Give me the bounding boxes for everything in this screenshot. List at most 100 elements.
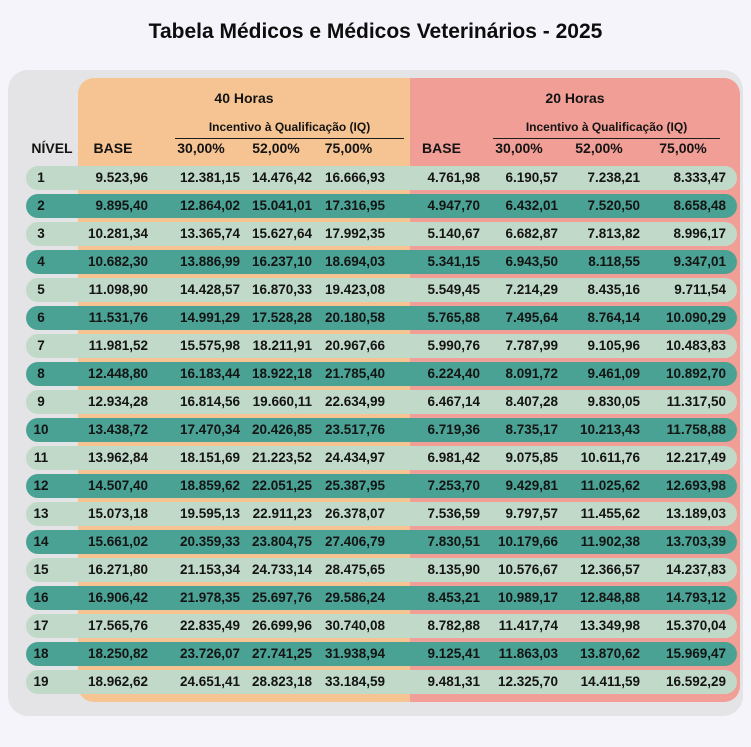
value-cell-iq75-20h: 10.483,83 (665, 338, 726, 353)
value-cell-iq30-40h: 15.575,98 (179, 338, 240, 353)
value-cell-base-20h: 8.782,88 (427, 618, 480, 633)
row-spacer (726, 446, 737, 470)
value-cell-iq75-20h: 8.333,47 (673, 170, 726, 185)
value-cell-iq30-20h: 10.576,67 (497, 562, 558, 577)
value-cell-iq30-20h: 7.495,64 (505, 310, 558, 325)
level-cell: 3 (37, 226, 45, 241)
table-row: 1 9.523,96 12.381,15 14.476,42 16.666,93… (26, 166, 737, 190)
value-cell-iq52-40h: 18.211,91 (252, 338, 312, 353)
header-30-20h: 30,00% (495, 140, 543, 156)
value-cell-base-40h: 16.271,80 (87, 562, 148, 577)
value-cell-iq30-40h: 22.835,49 (179, 618, 240, 633)
value-cell-iq30-40h: 19.595,13 (179, 506, 240, 521)
value-cell-iq75-40h: 27.406,79 (324, 534, 385, 549)
value-cell-base-40h: 11.098,90 (88, 282, 148, 297)
value-cell-iq52-20h: 10.611,76 (580, 450, 640, 465)
value-cell-iq52-40h: 19.660,11 (252, 394, 312, 409)
value-cell-iq52-20h: 11.455,62 (580, 506, 640, 521)
table-card: 40 Horas Incentivo à Qualificação (IQ) 2… (8, 70, 743, 716)
value-cell-iq52-20h: 9.461,09 (587, 366, 640, 381)
table-row: 5 11.098,90 14.428,57 16.870,33 19.423,0… (26, 278, 737, 302)
value-cell-iq30-40h: 13.886,99 (179, 254, 240, 269)
value-cell-base-40h: 11.981,52 (88, 338, 148, 353)
section-label-20h: 20 Horas (545, 90, 605, 106)
value-cell-iq75-40h: 28.475,65 (324, 562, 385, 577)
value-cell-base-20h: 8.453,21 (427, 590, 480, 605)
page-title: Tabela Médicos e Médicos Veterinários - … (148, 20, 603, 43)
value-cell-iq75-20h: 9.711,54 (674, 282, 726, 297)
value-cell-iq52-20h: 13.349,98 (579, 618, 640, 633)
value-cell-iq52-20h: 11.025,62 (580, 478, 640, 493)
table-row: 4 10.682,30 13.886,99 16.237,10 18.694,0… (26, 250, 737, 274)
value-cell-iq52-40h: 14.476,42 (251, 170, 312, 185)
header-spacer (726, 138, 737, 158)
table-row: 10 13.438,72 17.470,34 20.426,85 23.517,… (26, 418, 737, 442)
value-cell-base-40h: 12.448,80 (87, 366, 148, 381)
value-cell-base-40h: 11.531,76 (88, 310, 148, 325)
row-spacer (726, 642, 737, 666)
value-cell-base-40h: 9.895,40 (95, 198, 148, 213)
value-cell-base-20h: 5.140,67 (427, 226, 480, 241)
value-cell-iq52-40h: 17.528,28 (251, 310, 312, 325)
table-row: 18 18.250,82 23.726,07 27.741,25 31.938,… (26, 642, 737, 666)
value-cell-iq30-20h: 12.325,70 (497, 674, 558, 689)
row-spacer (726, 362, 737, 386)
header-base-20h: BASE (422, 140, 461, 156)
value-cell-iq75-20h: 12.217,49 (665, 450, 726, 465)
row-spacer (726, 586, 737, 610)
value-cell-iq52-40h: 26.699,96 (251, 618, 312, 633)
value-cell-iq75-40h: 21.785,40 (324, 366, 385, 381)
row-spacer (726, 306, 737, 330)
table-row: 9 12.934,28 16.814,56 19.660,11 22.634,9… (26, 390, 737, 414)
level-cell: 19 (33, 674, 49, 689)
value-cell-iq75-40h: 20.180,58 (324, 310, 385, 325)
table-row: 7 11.981,52 15.575,98 18.211,91 20.967,6… (26, 334, 737, 358)
value-cell-iq75-40h: 24.434,97 (324, 450, 385, 465)
value-cell-iq30-20h: 9.797,57 (505, 506, 558, 521)
value-cell-iq30-20h: 10.989,17 (497, 590, 558, 605)
value-cell-iq52-40h: 15.627,64 (251, 226, 312, 241)
value-cell-iq30-40h: 12.381,15 (179, 170, 240, 185)
value-cell-base-40h: 13.438,72 (87, 422, 148, 437)
value-cell-iq52-20h: 13.870,62 (579, 646, 640, 661)
value-cell-iq75-40h: 19.423,08 (324, 282, 385, 297)
row-spacer (726, 474, 737, 498)
value-cell-base-20h: 8.135,90 (427, 562, 480, 577)
value-cell-iq30-40h: 12.864,02 (179, 198, 240, 213)
value-cell-base-20h: 6.467,14 (427, 394, 480, 409)
value-cell-iq30-40h: 24.651,41 (179, 674, 240, 689)
level-cell: 1 (37, 170, 45, 185)
value-cell-iq30-40h: 14.428,57 (179, 282, 240, 297)
value-cell-iq52-40h: 22.911,23 (252, 506, 312, 521)
value-cell-iq52-40h: 27.741,25 (251, 646, 312, 661)
value-cell-iq75-40h: 17.316,95 (324, 198, 385, 213)
value-cell-base-40h: 16.906,42 (87, 590, 148, 605)
level-cell: 12 (33, 478, 49, 493)
value-cell-base-20h: 5.765,88 (427, 310, 480, 325)
value-cell-iq30-20h: 6.943,50 (505, 254, 558, 269)
value-cell-base-20h: 9.125,41 (427, 646, 480, 661)
level-cell: 5 (37, 282, 45, 297)
value-cell-base-40h: 10.682,30 (87, 254, 148, 269)
value-cell-base-40h: 15.073,18 (87, 506, 148, 521)
value-cell-iq30-40h: 13.365,74 (179, 226, 240, 241)
value-cell-iq52-20h: 12.848,88 (579, 590, 640, 605)
value-cell-iq52-40h: 20.426,85 (251, 422, 312, 437)
value-cell-base-40h: 18.962,62 (87, 674, 148, 689)
value-cell-iq30-40h: 17.470,34 (179, 422, 240, 437)
value-cell-base-20h: 7.253,70 (427, 478, 480, 493)
table-row: 6 11.531,76 14.991,29 17.528,28 20.180,5… (26, 306, 737, 330)
value-cell-base-20h: 5.341,15 (427, 254, 480, 269)
table-row: 13 15.073,18 19.595,13 22.911,23 26.378,… (26, 502, 737, 526)
value-cell-iq75-20h: 8.658,48 (673, 198, 726, 213)
value-cell-iq30-20h: 8.407,28 (505, 394, 558, 409)
table-row: 8 12.448,80 16.183,44 18.922,18 21.785,4… (26, 362, 737, 386)
table-row: 15 16.271,80 21.153,34 24.733,14 28.475,… (26, 558, 737, 582)
value-cell-iq52-40h: 15.041,01 (251, 198, 312, 213)
value-cell-iq52-20h: 9.830,05 (587, 394, 640, 409)
value-cell-iq52-40h: 24.733,14 (251, 562, 312, 577)
value-cell-iq52-20h: 12.366,57 (579, 562, 640, 577)
level-cell: 9 (37, 394, 45, 409)
row-spacer (726, 390, 737, 414)
row-spacer (726, 250, 737, 274)
